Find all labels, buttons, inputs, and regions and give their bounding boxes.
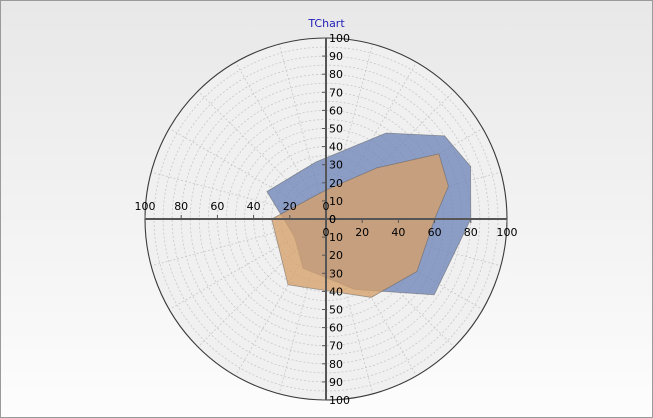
series-polygon-2 <box>271 153 449 298</box>
right-axis-tick-label: 60 <box>428 226 442 239</box>
upper-axis-tick-label: 20 <box>329 177 343 190</box>
right-axis-tick-label: 100 <box>497 226 518 239</box>
left-axis-tick-label: 0 <box>323 200 330 213</box>
upper-axis-tick-label: 0 <box>329 213 336 226</box>
right-axis-tick-label: 0 <box>323 226 330 239</box>
lower-axis-tick-label: 50 <box>329 304 343 317</box>
upper-axis-tick-label: 70 <box>329 86 343 99</box>
lower-axis-tick-label: 30 <box>329 267 343 280</box>
left-axis-tick-label: 60 <box>210 200 224 213</box>
lower-axis-tick-label: 70 <box>329 340 343 353</box>
upper-axis-tick-label: 80 <box>329 68 343 81</box>
left-axis-tick-label: 100 <box>135 200 156 213</box>
upper-axis-tick-label: 30 <box>329 159 343 172</box>
lower-axis-tick-label: 0 <box>329 213 336 226</box>
upper-axis-tick-label: 10 <box>329 195 343 208</box>
lower-axis-tick-label: 60 <box>329 322 343 335</box>
left-axis-tick-label: 20 <box>283 200 297 213</box>
upper-axis-tick-label: 60 <box>329 104 343 117</box>
lower-axis-tick-label: 90 <box>329 376 343 389</box>
upper-axis-tick-label: 40 <box>329 141 343 154</box>
lower-axis-tick-label: 40 <box>329 285 343 298</box>
right-axis-tick-label: 80 <box>464 226 478 239</box>
chart-title: TChart <box>308 17 345 30</box>
right-axis-tick-label: 40 <box>391 226 405 239</box>
lower-axis-tick-label: 80 <box>329 358 343 371</box>
upper-axis-tick-label: 50 <box>329 123 343 136</box>
left-axis-tick-label: 80 <box>174 200 188 213</box>
upper-axis-tick-label: 90 <box>329 50 343 63</box>
lower-axis-tick-label: 10 <box>329 231 343 244</box>
left-axis-tick-label: 40 <box>247 200 261 213</box>
right-axis-tick-label: 20 <box>355 226 369 239</box>
lower-axis-tick-label: 20 <box>329 249 343 262</box>
lower-axis-tick-label: 100 <box>329 394 350 407</box>
upper-axis-tick-label: 100 <box>329 32 350 45</box>
